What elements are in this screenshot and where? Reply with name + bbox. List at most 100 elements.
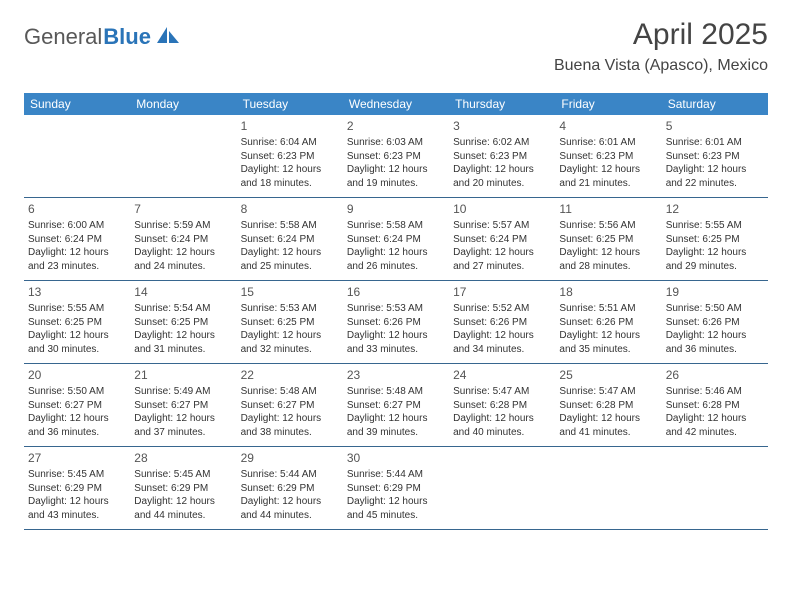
weekday-header: Sunday Monday Tuesday Wednesday Thursday…: [24, 93, 768, 115]
sunrise-line: Sunrise: 5:44 AM: [241, 468, 337, 482]
sunrise-line: Sunrise: 5:47 AM: [559, 385, 655, 399]
day-cell: 17Sunrise: 5:52 AMSunset: 6:26 PMDayligh…: [449, 281, 555, 363]
daylight-line: Daylight: 12 hours and 25 minutes.: [241, 246, 337, 273]
daylight-line: Daylight: 12 hours and 32 minutes.: [241, 329, 337, 356]
day-number: 13: [28, 284, 124, 300]
daylight-line: Daylight: 12 hours and 29 minutes.: [666, 246, 762, 273]
sunset-line: Sunset: 6:24 PM: [28, 233, 124, 247]
week-row: 13 Sunrise: 5:55 AMSunset: 6:25 PM Dayligh…: [24, 281, 768, 364]
day-number: 10: [453, 201, 549, 217]
day-number: 30: [347, 450, 443, 466]
daylight-line: Daylight: 12 hours and 24 minutes.: [134, 246, 230, 273]
weekday-label: Monday: [130, 93, 236, 115]
brand-logo: GeneralBlue: [24, 18, 181, 50]
daylight-line: Daylight: 12 hours and 22 minutes.: [666, 163, 762, 190]
day-cell: 9Sunrise: 5:58 AMSunset: 6:24 PMDaylight…: [343, 198, 449, 280]
sunset-line: Sunset: 6:26 PM: [347, 316, 443, 330]
week-row: 6Sunrise: 6:00 AMSunset: 6:24 PMDaylight…: [24, 198, 768, 281]
daylight-line: Daylight: 12 hours and 20 minutes.: [453, 163, 549, 190]
sunset-line: Sunset: 6:28 PM: [453, 399, 549, 413]
day-cell: 21Sunrise: 5:49 AMSunset: 6:27 PMDayligh…: [130, 364, 236, 446]
header: GeneralBlue April 2025 Buena Vista (Apas…: [24, 18, 768, 75]
day-number: 21: [134, 367, 230, 383]
weekday-label: Tuesday: [237, 93, 343, 115]
daylight-line: Daylight: 12 hours and 34 minutes.: [453, 329, 549, 356]
day-number: 1: [241, 118, 337, 134]
week-row: 1Sunrise: 6:04 AMSunset: 6:23 PMDaylight…: [24, 115, 768, 198]
brand-part2: Blue: [103, 24, 151, 50]
sunrise-line: Sunrise: 5:45 AM: [28, 468, 124, 482]
sunset-line: Sunset: 6:27 PM: [347, 399, 443, 413]
day-cell: 15Sunrise: 5:53 AMSunset: 6:25 PMDayligh…: [237, 281, 343, 363]
day-cell: 14Sunrise: 5:54 AMSunset: 6:25 PMDayligh…: [130, 281, 236, 363]
day-number: 23: [347, 367, 443, 383]
day-cell: 23Sunrise: 5:48 AMSunset: 6:27 PMDayligh…: [343, 364, 449, 446]
weekday-label: Thursday: [449, 93, 555, 115]
day-cell: 26Sunrise: 5:46 AMSunset: 6:28 PMDayligh…: [662, 364, 768, 446]
sunrise-line: Sunrise: 5:59 AM: [134, 219, 230, 233]
weekday-label: Sunday: [24, 93, 130, 115]
daylight-line: Daylight: 12 hours and 21 minutes.: [559, 163, 655, 190]
sunrise-line: Sunrise: 5:55 AM: [28, 302, 124, 316]
daylight-line: Daylight: 12 hours and 23 minutes.: [28, 246, 124, 273]
daylight-line: Daylight: 12 hours and 35 minutes.: [559, 329, 655, 356]
sunset-line: Sunset: 6:23 PM: [241, 150, 337, 164]
sunrise-line: Sunrise: 5:55 AM: [666, 219, 762, 233]
day-number: 12: [666, 201, 762, 217]
day-cell: 11Sunrise: 5:56 AMSunset: 6:25 PMDayligh…: [555, 198, 661, 280]
sunset-line: Sunset: 6:25 PM: [559, 233, 655, 247]
sunset-line: Sunset: 6:29 PM: [241, 482, 337, 496]
sunset-line: Sunset: 6:29 PM: [134, 482, 230, 496]
daylight-line: Daylight: 12 hours and 44 minutes.: [134, 495, 230, 522]
day-cell: 30Sunrise: 5:44 AMSunset: 6:29 PMDayligh…: [343, 447, 449, 529]
sunset-line: Sunset: 6:25 PM: [28, 316, 124, 330]
sunset-line: Sunset: 6:26 PM: [453, 316, 549, 330]
sunrise-line: Sunrise: 6:00 AM: [28, 219, 124, 233]
sunset-line: Sunset: 6:29 PM: [28, 482, 124, 496]
sunset-line: Sunset: 6:24 PM: [347, 233, 443, 247]
sunset-line: Sunset: 6:27 PM: [134, 399, 230, 413]
sunset-line: Sunset: 6:24 PM: [134, 233, 230, 247]
day-number: 25: [559, 367, 655, 383]
daylight-line: Daylight: 12 hours and 33 minutes.: [347, 329, 443, 356]
day-cell: [24, 115, 130, 197]
day-cell: 19Sunrise: 5:50 AMSunset: 6:26 PMDayligh…: [662, 281, 768, 363]
day-cell: 7 Sunrise: 5:59 AMSunset: 6:24 PMDaylight…: [130, 198, 236, 280]
daylight-line: Daylight: 12 hours and 36 minutes.: [28, 412, 124, 439]
day-number: 24: [453, 367, 549, 383]
day-number: 20: [28, 367, 124, 383]
day-number: 7: [134, 201, 230, 217]
daylight-line: Daylight: 12 hours and 26 minutes.: [347, 246, 443, 273]
day-number: 28: [134, 450, 230, 466]
sunrise-line: Sunrise: 5:46 AM: [666, 385, 762, 399]
day-cell: 8Sunrise: 5:58 AMSunset: 6:24 PMDaylight…: [237, 198, 343, 280]
day-cell: 4Sunrise: 6:01 AMSunset: 6:23 PMDaylight…: [555, 115, 661, 197]
sunrise-line: Sunrise: 5:48 AM: [347, 385, 443, 399]
sunset-line: Sunset: 6:24 PM: [241, 233, 337, 247]
sunrise-line: Sunrise: 6:01 AM: [559, 136, 655, 150]
weekday-label: Wednesday: [343, 93, 449, 115]
daylight-line: Daylight: 12 hours and 37 minutes.: [134, 412, 230, 439]
day-cell: 28Sunrise: 5:45 AMSunset: 6:29 PMDayligh…: [130, 447, 236, 529]
sail-icon: [155, 25, 181, 50]
day-number: 15: [241, 284, 337, 300]
day-cell: 18Sunrise: 5:51 AMSunset: 6:26 PMDayligh…: [555, 281, 661, 363]
day-number: 27: [28, 450, 124, 466]
day-cell: 25Sunrise: 5:47 AMSunset: 6:28 PMDayligh…: [555, 364, 661, 446]
sunset-line: Sunset: 6:23 PM: [453, 150, 549, 164]
sunset-line: Sunset: 6:25 PM: [666, 233, 762, 247]
daylight-line: Daylight: 12 hours and 36 minutes.: [666, 329, 762, 356]
sunrise-line: Sunrise: 5:44 AM: [347, 468, 443, 482]
sunrise-line: Sunrise: 5:52 AM: [453, 302, 549, 316]
daylight-line: Daylight: 12 hours and 43 minutes.: [28, 495, 124, 522]
calendar: Sunday Monday Tuesday Wednesday Thursday…: [24, 93, 768, 530]
sunrise-line: Sunrise: 5:48 AM: [241, 385, 337, 399]
daylight-line: Daylight: 12 hours and 19 minutes.: [347, 163, 443, 190]
weekday-label: Friday: [555, 93, 661, 115]
daylight-line: Daylight: 12 hours and 41 minutes.: [559, 412, 655, 439]
sunset-line: Sunset: 6:23 PM: [559, 150, 655, 164]
sunset-line: Sunset: 6:26 PM: [559, 316, 655, 330]
sunrise-line: Sunrise: 6:02 AM: [453, 136, 549, 150]
day-cell: 2Sunrise: 6:03 AMSunset: 6:23 PMDaylight…: [343, 115, 449, 197]
week-row: 20Sunrise: 5:50 AMSunset: 6:27 PMDayligh…: [24, 364, 768, 447]
